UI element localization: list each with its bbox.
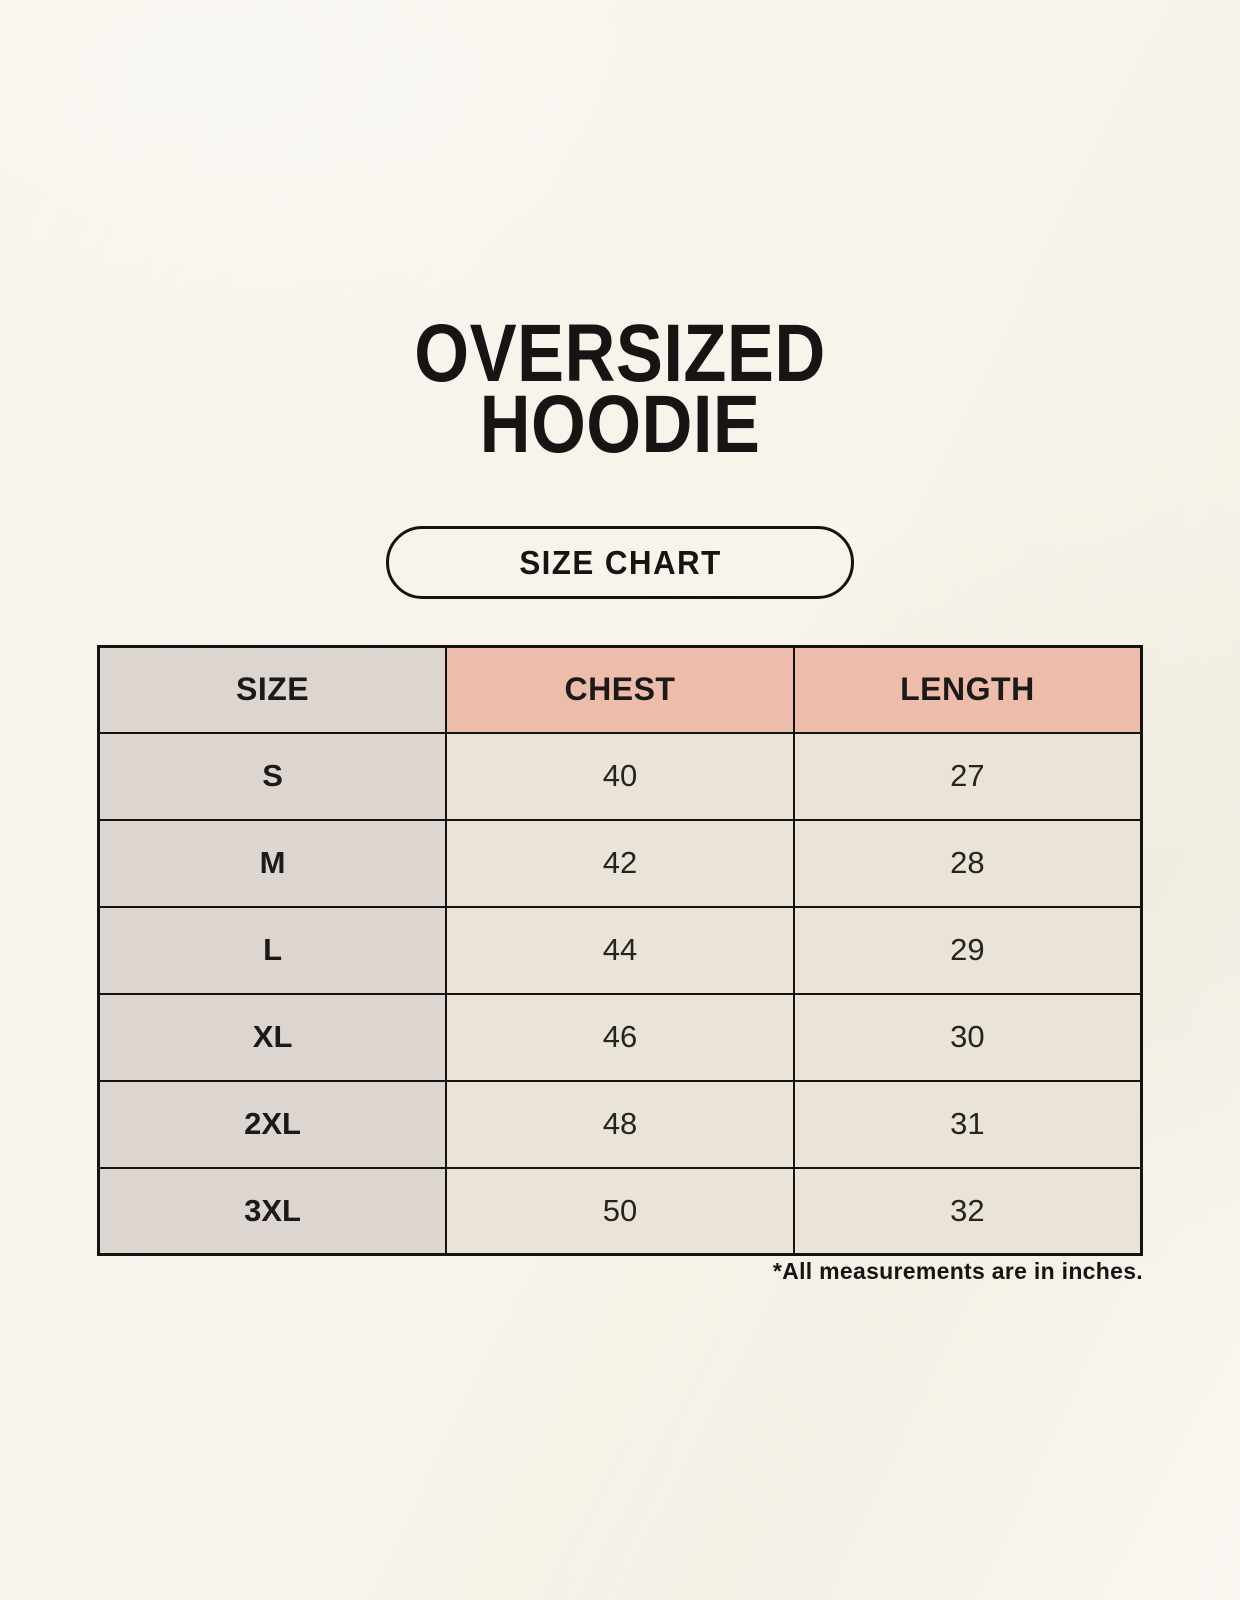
table-body: S 40 27 M 42 28 L 44 29 XL 46 30 2XL 48 (97, 731, 1143, 1256)
table-row-m: M 42 28 (97, 818, 1143, 908)
table-head: SIZE CHEST LENGTH (97, 645, 1143, 734)
chest-cell: 46 (445, 992, 795, 1082)
header-cell-chest: CHEST (445, 645, 795, 734)
product-title: OVERSIZED HOODIE (87, 308, 1153, 470)
product-title-line2: HOODIE (479, 379, 761, 470)
size-cell: M (97, 818, 448, 908)
chest-cell: 44 (445, 905, 795, 995)
size-cell: 2XL (97, 1079, 448, 1169)
size-cell: XL (97, 992, 448, 1082)
size-cell: L (97, 905, 448, 995)
length-cell: 32 (792, 1166, 1143, 1256)
size-chart-table: SIZE CHEST LENGTH S 40 27 M 42 28 L 44 2… (97, 645, 1143, 1256)
length-cell: 29 (792, 905, 1143, 995)
chest-cell: 42 (445, 818, 795, 908)
chest-cell: 48 (445, 1079, 795, 1169)
length-cell: 30 (792, 992, 1143, 1082)
table-row-xl: XL 46 30 (97, 992, 1143, 1082)
length-cell: 27 (792, 731, 1143, 821)
table-header-row: SIZE CHEST LENGTH (97, 645, 1143, 734)
size-cell: S (97, 731, 448, 821)
product-title-line1: OVERSIZED (414, 308, 826, 399)
table-row-3xl: 3XL 50 32 (97, 1166, 1143, 1256)
table-row-s: S 40 27 (97, 731, 1143, 821)
chest-cell: 40 (445, 731, 795, 821)
size-cell: 3XL (97, 1166, 448, 1256)
table-row-2xl: 2XL 48 31 (97, 1079, 1143, 1169)
length-cell: 28 (792, 818, 1143, 908)
measurements-footnote: *All measurements are in inches. (772, 1258, 1143, 1284)
size-chart-button-label: SIZE CHART (518, 543, 722, 581)
table-row-l: L 44 29 (97, 905, 1143, 995)
chest-cell: 50 (445, 1166, 795, 1256)
length-cell: 31 (792, 1079, 1143, 1169)
size-chart-button[interactable]: SIZE CHART (386, 526, 854, 599)
header-cell-length: LENGTH (792, 645, 1143, 734)
header-cell-size: SIZE (97, 645, 448, 734)
